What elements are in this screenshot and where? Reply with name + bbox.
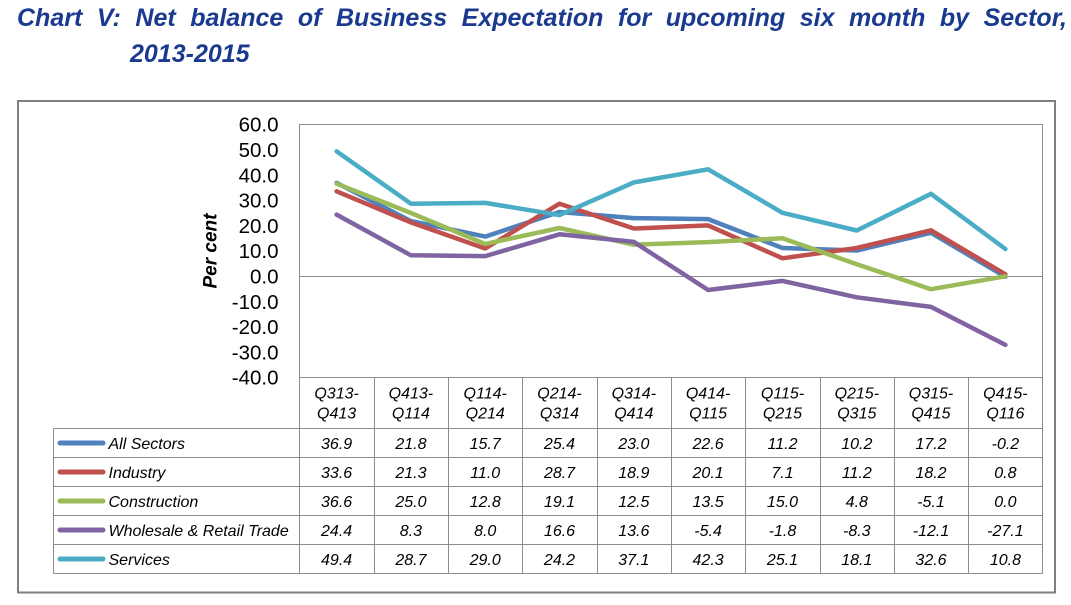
svg-text:22.6: 22.6 bbox=[692, 436, 724, 453]
svg-text:All Sectors: All Sectors bbox=[108, 436, 185, 453]
svg-text:Q116: Q116 bbox=[986, 406, 1024, 423]
svg-text:29.0: 29.0 bbox=[469, 552, 501, 569]
svg-text:32.6: 32.6 bbox=[915, 552, 946, 569]
svg-text:Services: Services bbox=[109, 552, 170, 569]
svg-text:Q314-: Q314- bbox=[612, 386, 656, 403]
svg-text:0.0: 0.0 bbox=[250, 266, 279, 289]
svg-text:Q214-: Q214- bbox=[537, 386, 581, 403]
svg-text:Industry: Industry bbox=[109, 465, 167, 482]
svg-text:11.2: 11.2 bbox=[842, 465, 872, 482]
svg-text:-27.1: -27.1 bbox=[987, 523, 1023, 540]
svg-text:Wholesale & Retail Trade: Wholesale & Retail Trade bbox=[109, 523, 289, 540]
svg-text:Q314: Q314 bbox=[540, 406, 579, 423]
svg-text:-5.4: -5.4 bbox=[694, 523, 722, 540]
svg-text:60.0: 60.0 bbox=[239, 114, 279, 137]
svg-text:13.5: 13.5 bbox=[693, 494, 724, 511]
svg-text:10.0: 10.0 bbox=[239, 240, 279, 263]
svg-text:18.1: 18.1 bbox=[841, 552, 872, 569]
svg-text:-8.3: -8.3 bbox=[843, 523, 871, 540]
svg-text:20.0: 20.0 bbox=[239, 215, 279, 238]
svg-text:18.2: 18.2 bbox=[915, 465, 946, 482]
svg-text:12.8: 12.8 bbox=[470, 494, 501, 511]
svg-text:-5.1: -5.1 bbox=[917, 494, 945, 511]
svg-text:-1.8: -1.8 bbox=[769, 523, 797, 540]
svg-text:11.0: 11.0 bbox=[470, 465, 500, 482]
svg-text:24.4: 24.4 bbox=[320, 523, 352, 540]
svg-text:19.1: 19.1 bbox=[544, 494, 575, 511]
svg-text:Q313-: Q313- bbox=[314, 386, 358, 403]
svg-text:28.7: 28.7 bbox=[543, 465, 576, 482]
svg-text:Q413-: Q413- bbox=[389, 386, 433, 403]
svg-text:15.7: 15.7 bbox=[470, 436, 502, 453]
svg-text:Q115: Q115 bbox=[689, 406, 727, 423]
svg-text:8.0: 8.0 bbox=[474, 523, 496, 540]
svg-text:4.8: 4.8 bbox=[846, 494, 868, 511]
svg-text:10.2: 10.2 bbox=[841, 436, 872, 453]
svg-text:23.0: 23.0 bbox=[617, 436, 649, 453]
svg-text:36.9: 36.9 bbox=[321, 436, 352, 453]
svg-text:8.3: 8.3 bbox=[400, 523, 422, 540]
svg-text:37.1: 37.1 bbox=[618, 552, 649, 569]
svg-text:Q414-: Q414- bbox=[686, 386, 730, 403]
svg-text:Q415: Q415 bbox=[911, 406, 950, 423]
svg-text:Q315: Q315 bbox=[837, 406, 876, 423]
svg-text:-20.0: -20.0 bbox=[232, 316, 279, 339]
svg-text:0.0: 0.0 bbox=[994, 494, 1016, 511]
svg-text:Construction: Construction bbox=[109, 494, 199, 511]
svg-text:50.0: 50.0 bbox=[239, 139, 279, 162]
svg-text:-40.0: -40.0 bbox=[232, 367, 279, 390]
svg-text:33.6: 33.6 bbox=[321, 465, 352, 482]
svg-text:16.6: 16.6 bbox=[544, 523, 575, 540]
svg-text:11.2: 11.2 bbox=[768, 436, 798, 453]
svg-text:Q215-: Q215- bbox=[835, 386, 879, 403]
svg-text:Q115-: Q115- bbox=[761, 386, 804, 403]
svg-text:18.9: 18.9 bbox=[618, 465, 649, 482]
svg-text:40.0: 40.0 bbox=[239, 164, 279, 187]
svg-text:21.8: 21.8 bbox=[394, 436, 426, 453]
svg-text:17.2: 17.2 bbox=[915, 436, 946, 453]
svg-text:-12.1: -12.1 bbox=[913, 523, 949, 540]
svg-text:15.0: 15.0 bbox=[767, 494, 798, 511]
svg-text:20.1: 20.1 bbox=[692, 465, 724, 482]
svg-text:25.4: 25.4 bbox=[543, 436, 575, 453]
svg-text:Q414: Q414 bbox=[614, 406, 653, 423]
svg-text:Q415-: Q415- bbox=[983, 386, 1027, 403]
svg-text:12.5: 12.5 bbox=[618, 494, 649, 511]
svg-text:21.3: 21.3 bbox=[394, 465, 426, 482]
svg-text:25.0: 25.0 bbox=[394, 494, 426, 511]
svg-text:Q114-: Q114- bbox=[464, 386, 507, 403]
svg-text:28.7: 28.7 bbox=[394, 552, 427, 569]
svg-text:Per cent: Per cent bbox=[201, 213, 222, 289]
svg-text:13.6: 13.6 bbox=[618, 523, 649, 540]
svg-text:24.2: 24.2 bbox=[543, 552, 575, 569]
svg-text:-30.0: -30.0 bbox=[232, 341, 279, 364]
svg-text:25.1: 25.1 bbox=[766, 552, 798, 569]
svg-text:Q114: Q114 bbox=[392, 406, 430, 423]
svg-text:-10.0: -10.0 bbox=[232, 291, 279, 314]
svg-text:Q215: Q215 bbox=[763, 406, 802, 423]
svg-text:10.8: 10.8 bbox=[990, 552, 1021, 569]
svg-text:Q214: Q214 bbox=[466, 406, 505, 423]
svg-text:0.8: 0.8 bbox=[994, 465, 1016, 482]
svg-text:Q315-: Q315- bbox=[909, 386, 953, 403]
svg-text:42.3: 42.3 bbox=[693, 552, 724, 569]
svg-text:-0.2: -0.2 bbox=[992, 436, 1020, 453]
svg-text:Q413: Q413 bbox=[317, 406, 356, 423]
svg-text:49.4: 49.4 bbox=[321, 552, 352, 569]
svg-text:7.1: 7.1 bbox=[771, 465, 793, 482]
svg-text:30.0: 30.0 bbox=[239, 190, 279, 213]
svg-text:36.6: 36.6 bbox=[321, 494, 352, 511]
